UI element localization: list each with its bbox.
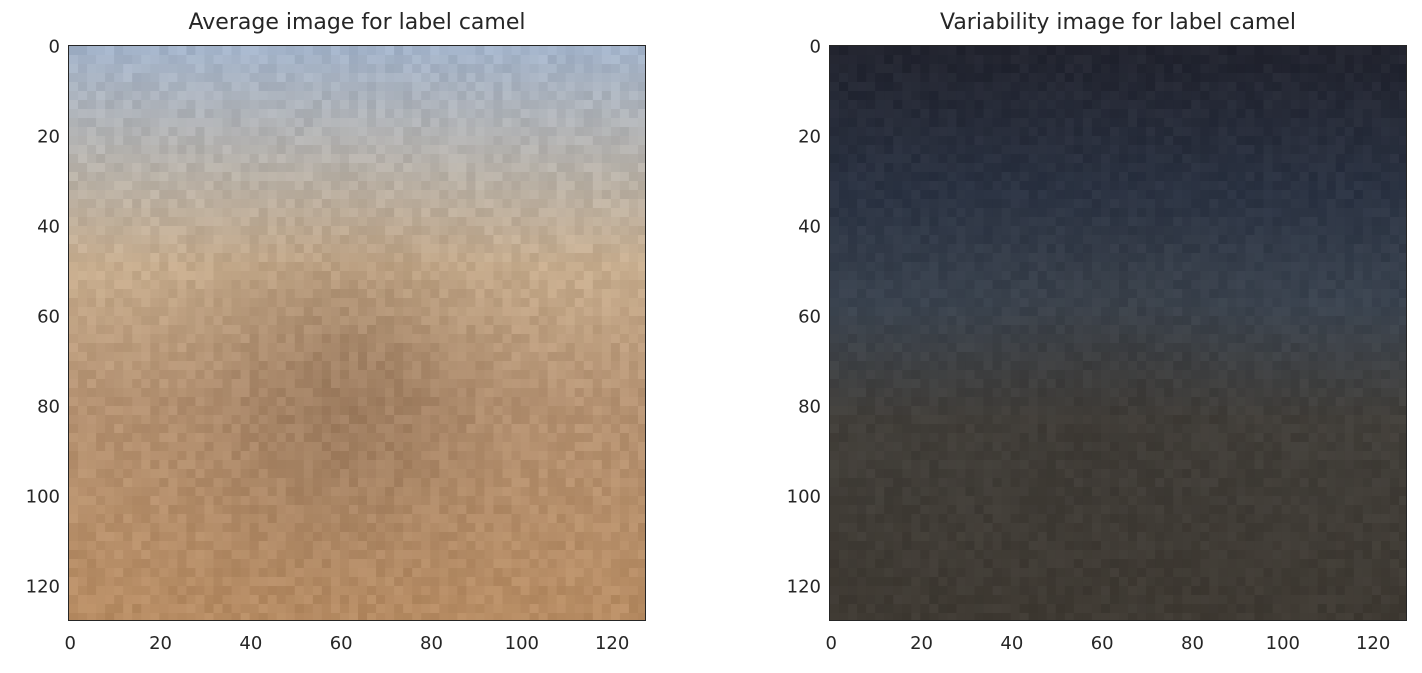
y-tick-label: 120 [786,576,821,598]
variability-image-axes [829,45,1407,621]
y-tick-label: 40 [37,216,60,238]
x-tick-label: 80 [1181,633,1204,654]
average-chart-title: Average image for label camel [188,10,526,35]
x-tick-label: 0 [825,633,837,654]
y-tick-label: 60 [798,306,821,328]
x-tick-label: 20 [910,633,934,654]
average-image-axes [68,45,646,621]
variability-image-canvas [830,46,1406,620]
y-tick-label: 100 [786,486,821,508]
y-tick-label: 80 [798,396,821,418]
x-tick-label: 100 [504,633,539,654]
x-tick-label: 100 [1265,633,1300,654]
y-tick-label: 100 [25,486,60,508]
variability-image-pixels [830,46,1406,620]
x-tick-label: 80 [420,633,443,654]
y-tick-label: 20 [798,126,821,148]
y-tick-label: 120 [25,576,60,598]
x-tick-label: 20 [149,633,173,654]
y-tick-label: 60 [37,306,60,328]
x-tick-label: 40 [1000,633,1024,654]
y-tick-label: 0 [48,36,60,58]
variability-chart-title: Variability image for label camel [939,10,1297,35]
x-tick-label: 40 [239,633,263,654]
x-tick-label: 60 [1090,633,1114,654]
y-tick-label: 20 [37,126,60,148]
x-tick-label: 120 [1355,633,1391,654]
x-tick-label: 0 [64,633,76,654]
x-tick-label: 60 [329,633,353,654]
y-tick-label: 40 [798,216,821,238]
average-image-pixels [69,46,645,620]
average-image-canvas [69,46,645,620]
y-tick-label: 0 [809,36,821,58]
y-tick-label: 80 [37,396,60,418]
x-tick-label: 120 [594,633,630,654]
